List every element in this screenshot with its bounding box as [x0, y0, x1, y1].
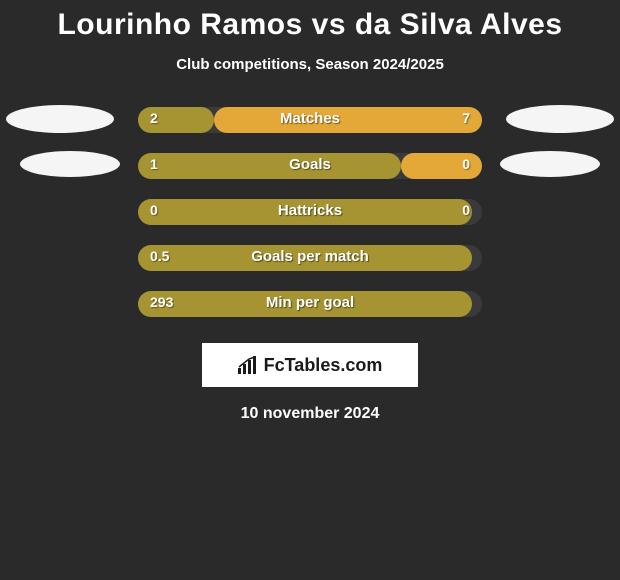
logo-box: FcTables.com: [202, 343, 418, 387]
stat-row: 10Goals: [0, 153, 620, 199]
player-oval-left: [6, 105, 114, 133]
stat-row: 293Min per goal: [0, 291, 620, 337]
player-oval-right: [506, 105, 614, 133]
page-title: Lourinho Ramos vs da Silva Alves: [0, 8, 620, 42]
stat-row: 27Matches: [0, 107, 620, 153]
stat-row: 00Hattricks: [0, 199, 620, 245]
stat-label: Matches: [138, 110, 482, 127]
site-logo: FcTables.com: [238, 355, 383, 376]
comparison-chart: 27Matches10Goals00Hattricks0.5Goals per …: [0, 107, 620, 337]
player-oval-right: [500, 151, 600, 177]
logo-text: FcTables.com: [264, 355, 383, 376]
stat-label: Min per goal: [138, 294, 482, 311]
stat-label: Goals: [138, 156, 482, 173]
player-oval-left: [20, 151, 120, 177]
stat-row: 0.5Goals per match: [0, 245, 620, 291]
stat-label: Goals per match: [138, 248, 482, 265]
stat-label: Hattricks: [138, 202, 482, 219]
subtitle: Club competitions, Season 2024/2025: [0, 56, 620, 73]
chart-icon: [238, 356, 260, 374]
date-text: 10 november 2024: [0, 405, 620, 423]
